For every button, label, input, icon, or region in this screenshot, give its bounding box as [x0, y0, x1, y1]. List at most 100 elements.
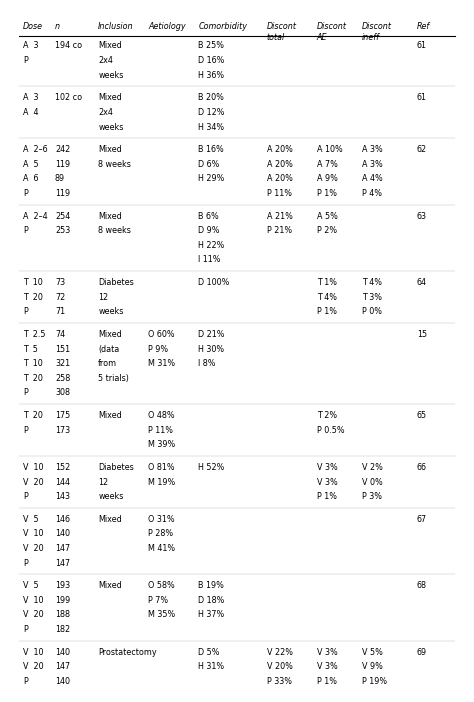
- Text: P: P: [23, 189, 28, 198]
- Text: A 20%: A 20%: [266, 145, 292, 154]
- Text: 151: 151: [55, 345, 70, 354]
- Text: 119: 119: [55, 189, 70, 198]
- Text: P: P: [23, 56, 28, 65]
- Text: Comorbidity: Comorbidity: [198, 22, 247, 31]
- Text: T 4%: T 4%: [317, 293, 337, 302]
- Text: T  20: T 20: [23, 373, 43, 383]
- Text: A  3: A 3: [23, 93, 39, 102]
- Text: I 11%: I 11%: [198, 256, 221, 265]
- Text: from: from: [98, 359, 118, 368]
- Text: P 1%: P 1%: [317, 307, 337, 317]
- Text: D 16%: D 16%: [198, 56, 225, 65]
- Text: (data: (data: [98, 345, 119, 354]
- Text: A  5: A 5: [23, 160, 39, 168]
- Text: P 33%: P 33%: [266, 677, 292, 686]
- Text: 61: 61: [417, 93, 427, 102]
- Text: 147: 147: [55, 544, 70, 553]
- Text: 253: 253: [55, 226, 70, 235]
- Text: 12: 12: [98, 293, 109, 302]
- Text: 242: 242: [55, 145, 70, 154]
- Text: P 11%: P 11%: [266, 189, 292, 198]
- Text: H 31%: H 31%: [198, 662, 225, 671]
- Text: Mixed: Mixed: [98, 145, 122, 154]
- Text: Mixed: Mixed: [98, 411, 122, 420]
- Text: A 9%: A 9%: [317, 174, 337, 183]
- Text: V 0%: V 0%: [362, 477, 383, 486]
- Text: 193: 193: [55, 581, 70, 590]
- Text: A 7%: A 7%: [317, 160, 337, 168]
- Text: A 4%: A 4%: [362, 174, 383, 183]
- Text: 143: 143: [55, 492, 70, 501]
- Text: I 8%: I 8%: [198, 359, 216, 368]
- Text: D 6%: D 6%: [198, 160, 219, 168]
- Text: 2x4: 2x4: [98, 108, 113, 117]
- Text: 147: 147: [55, 662, 70, 671]
- Text: V  10: V 10: [23, 529, 44, 538]
- Text: B 19%: B 19%: [198, 581, 224, 590]
- Text: V  10: V 10: [23, 463, 44, 472]
- Text: H 30%: H 30%: [198, 345, 225, 354]
- Text: V  20: V 20: [23, 662, 44, 671]
- Text: D 100%: D 100%: [198, 278, 230, 287]
- Text: Diabetes: Diabetes: [98, 278, 134, 287]
- Text: Prostatectomy: Prostatectomy: [98, 648, 157, 656]
- Text: A 20%: A 20%: [266, 174, 292, 183]
- Text: 8 weeks: 8 weeks: [98, 226, 131, 235]
- Text: Mixed: Mixed: [98, 211, 122, 220]
- Text: P: P: [23, 425, 28, 435]
- Text: Ref: Ref: [417, 22, 430, 31]
- Text: H 36%: H 36%: [198, 71, 225, 79]
- Text: B 20%: B 20%: [198, 93, 224, 102]
- Text: 5 trials): 5 trials): [98, 373, 129, 383]
- Text: D 18%: D 18%: [198, 596, 225, 605]
- Text: P: P: [23, 307, 28, 317]
- Text: P: P: [23, 226, 28, 235]
- Text: T 2%: T 2%: [317, 411, 337, 420]
- Text: 62: 62: [417, 145, 427, 154]
- Text: 71: 71: [55, 307, 65, 317]
- Text: T  10: T 10: [23, 359, 43, 368]
- Text: V 9%: V 9%: [362, 662, 383, 671]
- Text: T 1%: T 1%: [317, 278, 337, 287]
- Text: 69: 69: [417, 648, 427, 656]
- Text: H 37%: H 37%: [198, 611, 225, 619]
- Text: 258: 258: [55, 373, 70, 383]
- Text: V  20: V 20: [23, 611, 44, 619]
- Text: V 5%: V 5%: [362, 648, 383, 656]
- Text: P 21%: P 21%: [266, 226, 292, 235]
- Text: P 1%: P 1%: [317, 492, 337, 501]
- Text: 173: 173: [55, 425, 70, 435]
- Text: P 0%: P 0%: [362, 307, 382, 317]
- Text: T  2.5: T 2.5: [23, 330, 46, 339]
- Text: A  4: A 4: [23, 108, 39, 117]
- Text: A 5%: A 5%: [317, 211, 337, 220]
- Text: O 48%: O 48%: [148, 411, 175, 420]
- Text: P 1%: P 1%: [317, 677, 337, 686]
- Text: B 6%: B 6%: [198, 211, 219, 220]
- Text: 2x4: 2x4: [98, 56, 113, 65]
- Text: T  10: T 10: [23, 278, 43, 287]
- Text: H 34%: H 34%: [198, 123, 225, 131]
- Text: B 25%: B 25%: [198, 41, 224, 51]
- Text: A  3: A 3: [23, 41, 39, 51]
- Text: Mixed: Mixed: [98, 515, 122, 524]
- Text: A  2–4: A 2–4: [23, 211, 48, 220]
- Text: M 31%: M 31%: [148, 359, 175, 368]
- Text: P 11%: P 11%: [148, 425, 173, 435]
- Text: 89: 89: [55, 174, 65, 183]
- Text: P 2%: P 2%: [317, 226, 337, 235]
- Text: M 41%: M 41%: [148, 544, 175, 553]
- Text: D 21%: D 21%: [198, 330, 225, 339]
- Text: V  10: V 10: [23, 596, 44, 605]
- Text: weeks: weeks: [98, 492, 124, 501]
- Text: 74: 74: [55, 330, 65, 339]
- Text: V 3%: V 3%: [317, 662, 337, 671]
- Text: D 9%: D 9%: [198, 226, 220, 235]
- Text: O 58%: O 58%: [148, 581, 175, 590]
- Text: Discont
AE: Discont AE: [317, 22, 346, 41]
- Text: 182: 182: [55, 625, 70, 634]
- Text: V 3%: V 3%: [317, 648, 337, 656]
- Text: n: n: [55, 22, 60, 31]
- Text: P 0.5%: P 0.5%: [317, 425, 344, 435]
- Text: Inclusion: Inclusion: [98, 22, 134, 31]
